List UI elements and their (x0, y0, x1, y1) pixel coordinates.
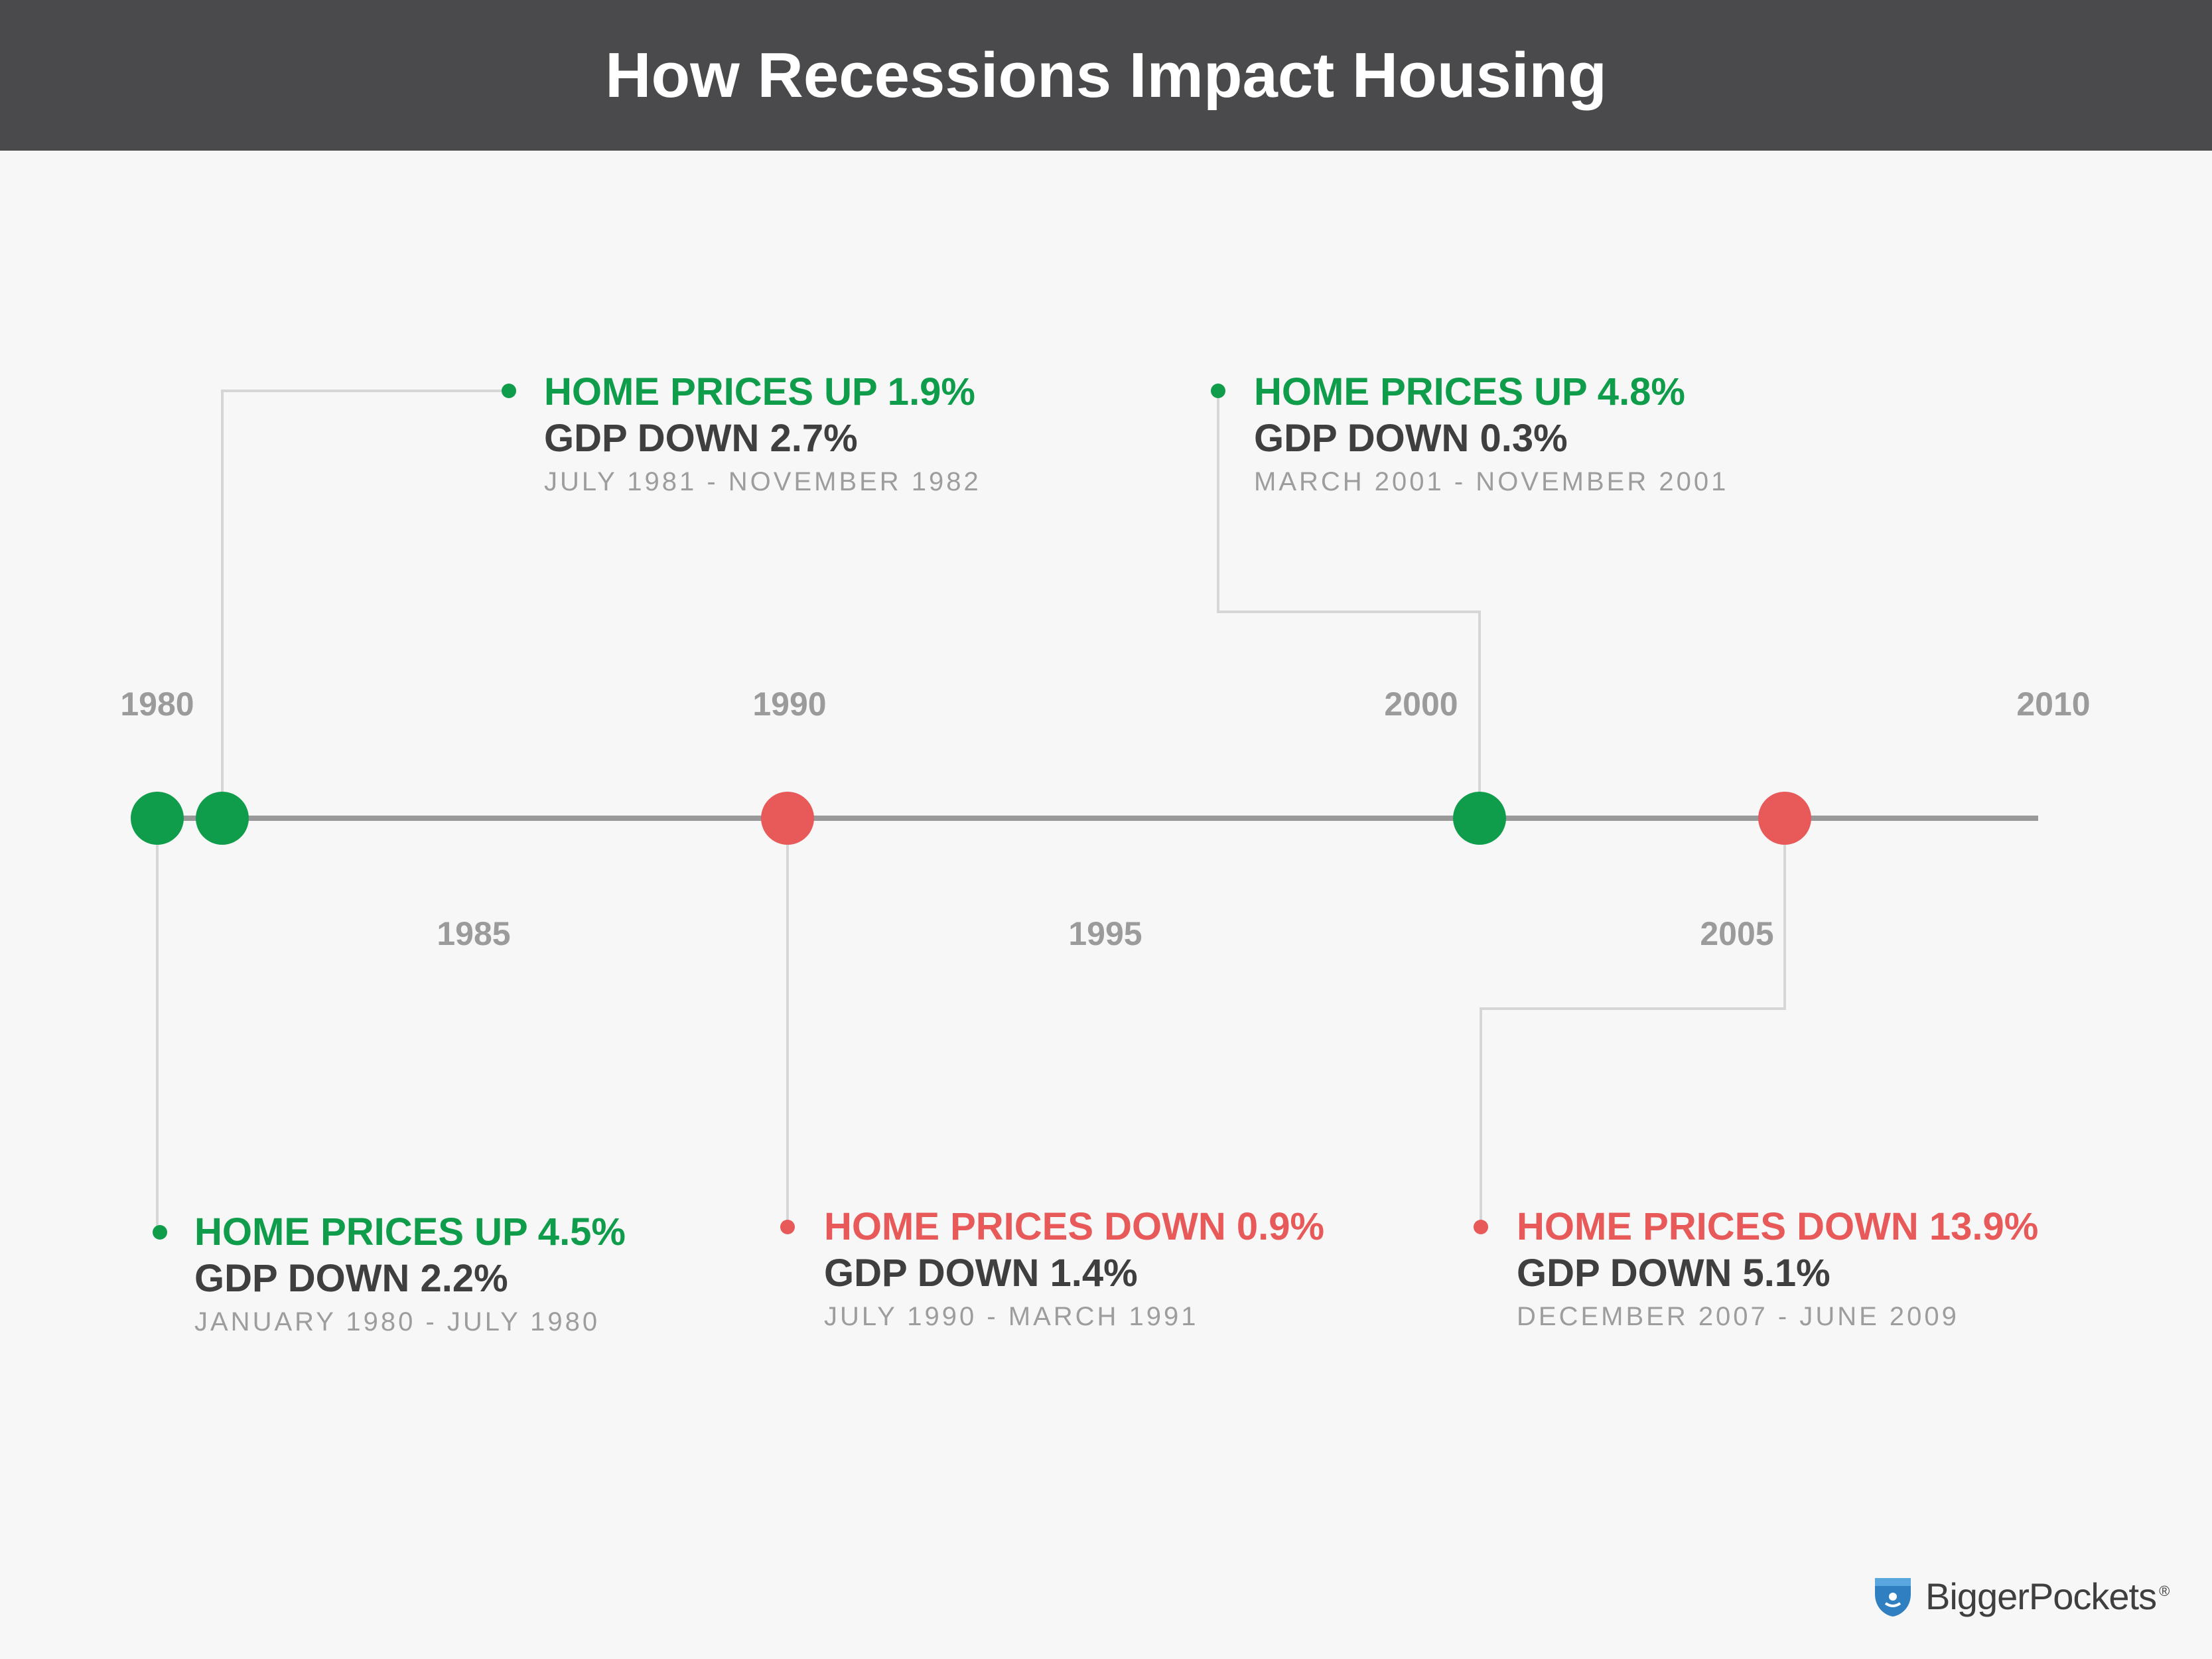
recession-callout-1980: HOME PRICES UP 4.5% GDP DOWN 2.2% JANUAR… (153, 1209, 626, 1342)
gdp-change: GDP DOWN 0.3% (1254, 417, 1568, 460)
year-label: 2000 (1384, 685, 1458, 723)
header-bar: How Recessions Impact Housing (0, 0, 2212, 151)
year-label: 1980 (120, 685, 194, 723)
home-price-change: HOME PRICES UP 4.8% (1254, 370, 1686, 413)
year-label: 1995 (1068, 915, 1142, 952)
pocket-icon (1875, 1578, 1911, 1617)
home-price-change: HOME PRICES DOWN 0.9% (824, 1205, 1325, 1248)
year-label: 2010 (2016, 685, 2091, 723)
home-price-change: HOME PRICES UP 4.5% (194, 1210, 626, 1254)
recession-callout-2001: HOME PRICES UP 4.8% GDP DOWN 0.3% MARCH … (1211, 369, 1729, 502)
date-range: JULY 1990 - MARCH 1991 (824, 1302, 1199, 1331)
gdp-change: GDP DOWN 2.2% (194, 1257, 508, 1300)
recession-callout-1981: HOME PRICES UP 1.9% GDP DOWN 2.7% JULY 1… (502, 369, 981, 502)
home-price-change: HOME PRICES UP 1.9% (544, 370, 976, 413)
bullet-dot-icon (1474, 1220, 1488, 1234)
recession-marker (196, 792, 249, 845)
gdp-change: GDP DOWN 1.4% (824, 1252, 1138, 1295)
gdp-change: GDP DOWN 5.1% (1517, 1252, 1831, 1295)
date-range: JULY 1981 - NOVEMBER 1982 (544, 467, 981, 496)
bullet-dot-icon (153, 1225, 167, 1240)
connector-line-1981 (221, 390, 509, 818)
page-title: How Recessions Impact Housing (605, 39, 1607, 111)
date-range: DECEMBER 2007 - JUNE 2009 (1517, 1302, 1959, 1331)
date-range: MARCH 2001 - NOVEMBER 2001 (1254, 467, 1729, 496)
year-label: 1985 (437, 915, 511, 952)
recession-marker (1453, 792, 1506, 845)
recession-callout-1990: HOME PRICES DOWN 0.9% GDP DOWN 1.4% JULY… (780, 1204, 1325, 1336)
bullet-dot-icon (1211, 384, 1225, 398)
bullet-dot-icon (780, 1220, 795, 1234)
gdp-change: GDP DOWN 2.7% (544, 417, 858, 460)
home-price-change: HOME PRICES DOWN 13.9% (1517, 1205, 2039, 1248)
date-range: JANUARY 1980 - JULY 1980 (194, 1307, 600, 1336)
recession-marker (131, 792, 184, 845)
connector-line-2007 (1480, 818, 1786, 1228)
recession-callout-2007: HOME PRICES DOWN 13.9% GDP DOWN 5.1% DEC… (1474, 1204, 2039, 1336)
connector-line-2001 (1217, 391, 1481, 818)
bullet-dot-icon (502, 384, 516, 398)
recession-marker (1758, 792, 1811, 845)
year-label: 2005 (1700, 915, 1774, 952)
recession-marker (761, 792, 814, 845)
brand-logo: BiggerPockets ® (1872, 1569, 2170, 1623)
brand-name: BiggerPockets ® (1925, 1575, 2170, 1617)
year-label: 1990 (752, 685, 827, 723)
